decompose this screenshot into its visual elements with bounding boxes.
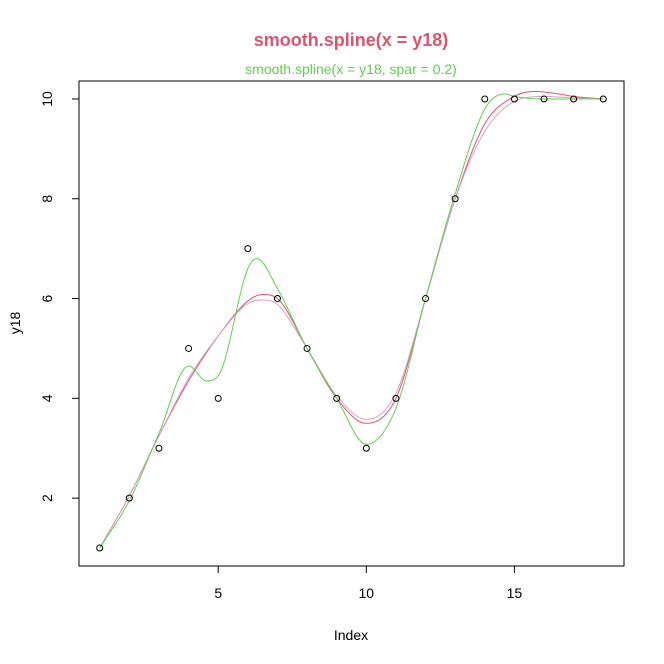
data-point [570,95,578,103]
data-point [599,95,607,103]
data-point [362,444,370,452]
chart-subtitle: smooth.spline(x = y18, spar = 0.2) [245,61,457,77]
series-line-2 [99,95,604,549]
data-point [481,95,489,103]
data-point [333,394,341,402]
data-point [155,444,163,452]
y-tick-label: 8 [39,195,55,203]
data-point [185,344,193,352]
series-line-1 [99,90,604,549]
data-point [510,95,518,103]
data-point [96,544,104,552]
plot-frame [78,80,625,567]
data-point [303,344,311,352]
y-axis: 2 4 6 8 10 [39,91,80,502]
x-tick-label: 10 [359,585,375,601]
y-axis-label: y18 [7,312,23,335]
data-point [214,394,222,402]
x-tick-label: 5 [214,585,222,601]
y-tick-label: 2 [39,494,55,502]
data-point [422,295,430,303]
x-tick-label: 15 [507,585,523,601]
data-point [451,195,459,203]
points-layer [96,95,607,552]
data-point [392,394,400,402]
y-tick-label: 4 [39,394,55,402]
chart-title: smooth.spline(x = y18) [254,30,449,50]
data-point [244,245,252,253]
data-point [540,95,548,103]
series-line-3 [99,93,604,549]
series-layer [99,90,604,549]
y-tick-label: 10 [39,91,55,107]
data-point [273,295,281,303]
x-axis: 5 10 15 [214,565,523,601]
y-tick-label: 6 [39,294,55,302]
data-point [125,494,133,502]
x-axis-label: Index [334,627,368,643]
